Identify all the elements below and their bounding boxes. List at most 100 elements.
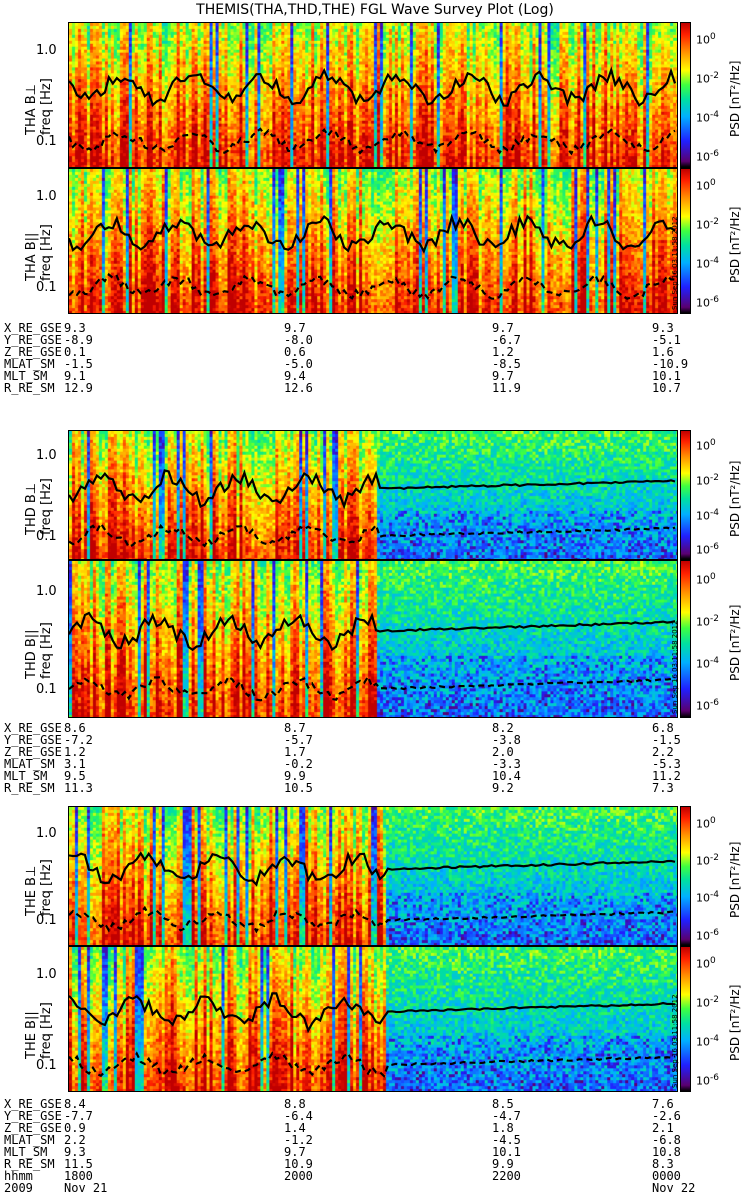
timestamp-stamp: Sun Sep 16 03:11:58 2012	[671, 994, 679, 1088]
colorbar-tick: 10-6	[696, 927, 719, 943]
ephemeris-value: 12.6	[284, 381, 313, 395]
colorbar-label: PSD [nT²/Hz]	[728, 60, 742, 137]
fce-solid-line	[69, 611, 676, 652]
gyrofrequency-overlay	[69, 850, 676, 934]
colorbar-tick: 10-4	[696, 656, 719, 671]
y-tick-label: 1.0	[36, 189, 57, 205]
colorbar-tick: 10-2	[696, 71, 719, 87]
ephemeris-value: 9.5	[64, 769, 86, 783]
colorbar-label: PSD [nT²/Hz]	[728, 984, 742, 1061]
ephemeris-label: X_RE_GSE	[4, 721, 62, 735]
ephemeris-row: Y_RE_GSE -8.9 -8.0 -6.7 -5.1	[4, 334, 724, 346]
fce-solid-line	[69, 213, 676, 254]
panel-probe-label: THD B||	[24, 629, 39, 679]
ephemeris-value: -8.9	[64, 333, 93, 347]
ephemeris-row: MLAT_SM 2.2 -1.2 -4.5 -6.8	[4, 1134, 724, 1146]
ephemeris-value: 0.9	[64, 1121, 86, 1135]
fce-dashed-line	[69, 674, 676, 702]
ephemeris-value: 2.2	[652, 745, 674, 759]
panel-probe-label: THA B⊥	[24, 84, 39, 135]
ephemeris-value: 7.3	[652, 781, 674, 795]
ephemeris-value: -2.6	[652, 1109, 681, 1123]
ephemeris-value: 9.4	[284, 369, 306, 383]
fce-dashed-line	[69, 521, 676, 549]
y-axis-label: THE B|| freq [Hz]	[24, 1002, 54, 1059]
colorbar-tick: 10-2	[696, 614, 719, 629]
ephemeris-value: 10.9	[284, 1157, 313, 1171]
y-axis-label: THD B⊥ freq [Hz]	[24, 478, 54, 535]
time-axis-hhmm: hhmm 1800 2000 2200 0000 2009 Nov 21 Nov 22	[4, 1170, 724, 1194]
panel-probe-label: THD B⊥	[24, 482, 39, 535]
plot-title: THEMIS(THA,THD,THE) FGL Wave Survey Plot…	[196, 2, 554, 18]
ephemeris-value: -4.5	[492, 1133, 521, 1147]
ephemeris-row: Z_RE_GSE 0.1 0.6 1.2 1.6	[4, 346, 724, 358]
colorbar-tick: 10-4	[696, 256, 719, 271]
ephemeris-value: 8.3	[652, 1157, 674, 1171]
colorbar-tick: 10-6	[696, 1073, 719, 1088]
ephemeris-value: -5.3	[652, 757, 681, 771]
y-tick-label: 0.1	[36, 133, 57, 149]
y-tick-label: 1.0	[36, 583, 57, 599]
colorbar-tick: 100	[696, 32, 716, 48]
ephemeris-value: -8.5	[492, 357, 521, 371]
gyrofrequency-overlay	[69, 213, 676, 300]
colorbar-tick: 10-2	[696, 853, 719, 868]
ephemeris-value: 2.0	[492, 745, 514, 759]
colorbar-tick: 10-6	[696, 542, 719, 557]
gyrofrequency-overlay	[69, 66, 677, 156]
ephemeris-value: 12.9	[64, 381, 93, 395]
ephemeris-value: 10.8	[652, 1145, 681, 1159]
ephemeris-value: 8.7	[284, 721, 306, 735]
ephemeris-label: MLAT_SM	[4, 757, 55, 771]
fce-dashed-line	[69, 905, 676, 934]
colorbar	[680, 22, 691, 168]
ephemeris-value: 9.7	[492, 369, 514, 383]
ephemeris-row: X_RE_GSE 8.4 8.8 8.5 7.6	[4, 1098, 724, 1110]
ephemeris-value: 2.1	[652, 1121, 674, 1135]
ephemeris-value: 9.7	[492, 321, 514, 335]
ephemeris-row: MLAT_SM -1.5 -5.0 -8.5 -10.9	[4, 358, 724, 370]
panel-freq-label: freq [Hz]	[39, 224, 54, 281]
time-tick-label: 2000	[284, 1169, 313, 1183]
ephemeris-value: 1.4	[284, 1121, 306, 1135]
spectrogram-tha-bperp	[68, 22, 678, 168]
ephemeris-label: R_RE_SM	[4, 381, 55, 395]
y-tick-label: 1.0	[36, 967, 57, 983]
panel-freq-label: freq [Hz]	[39, 622, 54, 679]
ephemeris-the: X_RE_GSE 8.4 8.8 8.5 7.6 Y_RE_GSE -7.7 -6.4 -4.7…	[4, 1098, 724, 1170]
gyrofrequency-overlay	[69, 611, 676, 702]
y-axis-label: THA B⊥ freq [Hz]	[24, 78, 54, 135]
ephemeris-label: Y_RE_GSE	[4, 733, 62, 747]
ephemeris-value: 9.7	[284, 321, 306, 335]
ephemeris-value: -5.1	[652, 333, 681, 347]
ephemeris-row: MLAT_SM 3.1 -0.2 -3.3 -5.3	[4, 758, 724, 770]
ephemeris-value: 0.1	[64, 345, 86, 359]
colorbar	[680, 560, 691, 718]
ephemeris-value: 8.2	[492, 721, 514, 735]
ephemeris-value: 9.7	[284, 1145, 306, 1159]
gyrofrequency-overlay	[69, 992, 676, 1078]
spectrogram-thd-bperp	[68, 430, 678, 560]
colorbar-tick: 10-4	[696, 1034, 719, 1049]
y-tick-label: 0.1	[36, 279, 57, 295]
ephemeris-value: -0.2	[284, 757, 313, 771]
y-tick-label: 0.1	[36, 528, 57, 544]
fce-dashed-line	[69, 272, 676, 300]
ephemeris-value: 1.2	[64, 745, 86, 759]
ephemeris-value: 11.9	[492, 381, 521, 395]
ephemeris-row: MLT_SM 9.5 9.9 10.4 11.2	[4, 770, 724, 782]
ephemeris-value: 10.4	[492, 769, 521, 783]
ephemeris-value: 2.2	[64, 1133, 86, 1147]
fce-dashed-line	[69, 1051, 676, 1078]
panel-freq-label: freq [Hz]	[39, 478, 54, 535]
ephemeris-value: -8.0	[284, 333, 313, 347]
ephemeris-value: -5.7	[284, 733, 313, 747]
spectrogram-image	[69, 431, 677, 559]
colorbar-label: PSD [nT²/Hz]	[728, 604, 742, 681]
colorbar-label: PSD [nT²/Hz]	[728, 206, 742, 283]
ephemeris-label: X_RE_GSE	[4, 1097, 62, 1111]
ephemeris-value: 10.1	[652, 369, 681, 383]
ephemeris-value: 10.1	[492, 1145, 521, 1159]
ephemeris-row: Y_RE_GSE -7.7 -6.4 -4.7 -2.6	[4, 1110, 724, 1122]
ephemeris-label: R_RE_SM	[4, 1157, 55, 1171]
